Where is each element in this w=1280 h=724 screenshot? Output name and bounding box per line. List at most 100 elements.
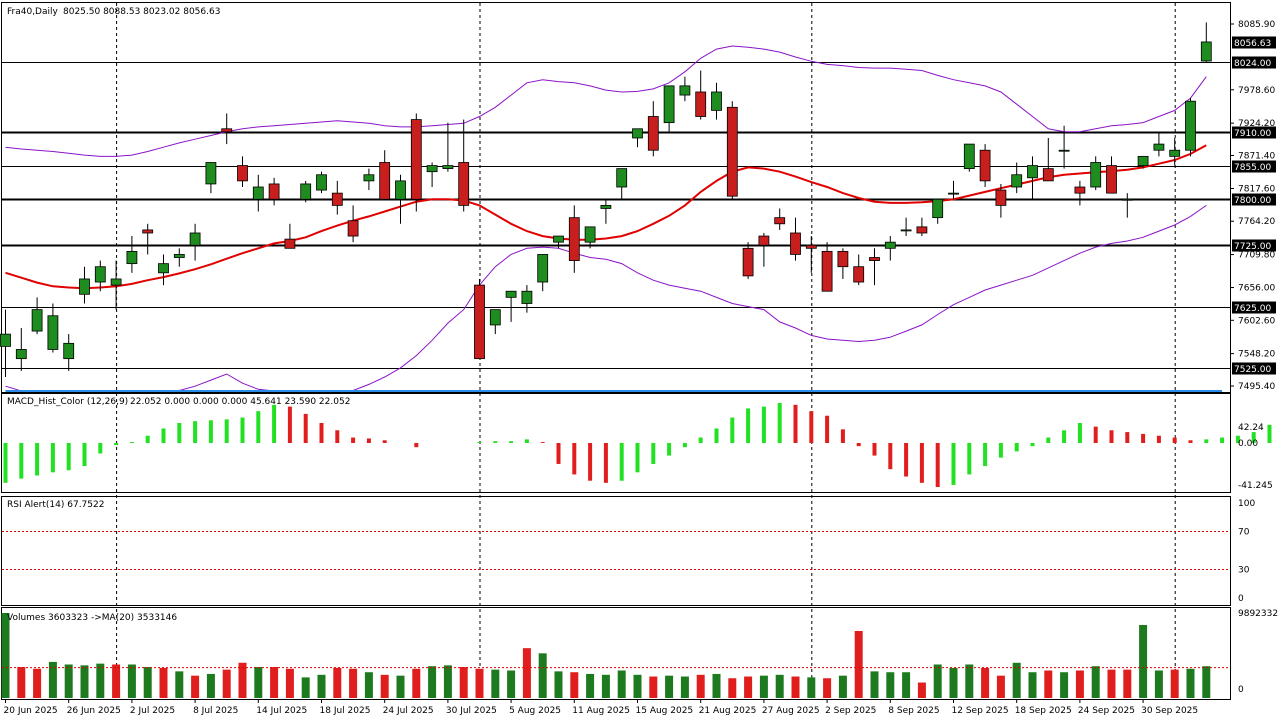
level-label: 7855.00 xyxy=(1234,163,1271,173)
candle xyxy=(711,91,722,111)
candle xyxy=(331,192,343,206)
candle xyxy=(79,278,90,295)
candle xyxy=(1106,165,1117,194)
time-tick-label: 30 Sep 2025 xyxy=(1141,706,1198,716)
time-tick-label: 11 Aug 2025 xyxy=(572,706,630,716)
volume-bar xyxy=(270,667,279,698)
candle xyxy=(774,217,786,225)
candle xyxy=(948,192,959,195)
volume-bar xyxy=(791,676,800,698)
volume-bar xyxy=(965,664,974,698)
candle xyxy=(347,220,359,237)
volume-bar xyxy=(143,667,152,698)
volume-bar xyxy=(364,672,373,698)
volume-bar xyxy=(33,668,42,698)
volume-bar xyxy=(491,669,500,698)
candle xyxy=(410,119,422,200)
candle xyxy=(521,290,533,304)
level-label-box xyxy=(1232,239,1276,252)
volume-bar xyxy=(617,670,626,698)
candle xyxy=(426,165,438,173)
candle xyxy=(616,168,628,188)
candle xyxy=(237,165,248,182)
volume-bar xyxy=(380,674,389,698)
candle xyxy=(189,232,201,246)
level-label: 7910.00 xyxy=(1234,129,1271,139)
candle xyxy=(790,232,801,255)
price-tick-label: 7817.60 xyxy=(1238,184,1275,194)
time-tick-label: 8 Sep 2025 xyxy=(888,706,939,716)
volume-bar xyxy=(570,672,579,698)
candle xyxy=(584,226,596,243)
candle xyxy=(979,149,991,182)
volume-bar xyxy=(475,668,484,698)
volume-bar xyxy=(1154,670,1163,698)
level-label: 7625.00 xyxy=(1234,304,1271,314)
candle xyxy=(173,254,185,258)
volume-bar xyxy=(538,653,547,698)
volume-bar xyxy=(238,662,247,698)
volume-bar xyxy=(17,667,26,698)
candle xyxy=(647,116,659,151)
volume-bar xyxy=(159,667,168,698)
candle xyxy=(995,189,1007,206)
bollinger-upper xyxy=(5,45,1207,157)
time-tick-label: 24 Sep 2025 xyxy=(1078,706,1135,716)
candle xyxy=(31,309,43,332)
candle xyxy=(142,229,154,234)
volume-bar xyxy=(728,678,737,698)
candle xyxy=(47,315,59,350)
volume-bar xyxy=(333,667,342,698)
volume-bar xyxy=(1012,662,1021,698)
level-label: 8024.00 xyxy=(1234,59,1271,69)
volume-bar xyxy=(64,664,73,698)
moving-average xyxy=(5,144,1207,290)
candle xyxy=(0,333,11,347)
volume-bar xyxy=(870,671,879,698)
time-tick-label: 20 Jun 2025 xyxy=(4,706,58,716)
candle xyxy=(1027,165,1038,179)
macd-values: 22.052 0.000 0.000 0.000 45.641 23.590 2… xyxy=(130,397,350,407)
candle xyxy=(553,235,564,243)
time-tick-label: 27 Aug 2025 xyxy=(762,706,820,716)
level-label-box xyxy=(1232,56,1276,69)
candle xyxy=(1137,155,1149,166)
time-tick-label: 26 Jun 2025 xyxy=(67,706,121,716)
rsi-tick-label: 30 xyxy=(1238,566,1250,576)
candle xyxy=(158,263,169,274)
candle xyxy=(94,266,106,283)
volume-bar xyxy=(1202,666,1211,698)
volume-tick-label: 0 xyxy=(1238,685,1244,695)
candle xyxy=(489,309,501,326)
level-label-box xyxy=(1232,301,1276,314)
volume-bar xyxy=(601,674,610,698)
volume-bar xyxy=(254,667,263,698)
volume-bar xyxy=(522,648,531,698)
current-price-box xyxy=(1232,36,1276,49)
candle xyxy=(205,162,217,185)
macd-histogram xyxy=(3,403,1272,487)
candle xyxy=(442,165,454,170)
volume-bar xyxy=(191,675,200,698)
volume-bar xyxy=(680,676,689,698)
price-tick-label: 7871.40 xyxy=(1238,151,1275,161)
volume-bar xyxy=(712,673,721,698)
volume-bar xyxy=(443,665,452,698)
volume-bar xyxy=(854,630,863,698)
candle xyxy=(537,254,549,283)
macd-tick-label: 42.24 xyxy=(1238,423,1264,433)
bollinger-bands xyxy=(5,45,1207,392)
candle xyxy=(932,198,944,219)
candle xyxy=(1011,174,1023,188)
volume-bar xyxy=(285,668,294,698)
volume-bar xyxy=(759,675,768,698)
candle xyxy=(1058,149,1070,152)
volume-bar xyxy=(1028,672,1037,698)
bollinger-lower xyxy=(5,204,1207,392)
price-tick-label: 7602.60 xyxy=(1238,316,1275,326)
volume-bar xyxy=(775,674,784,698)
volume-bar xyxy=(206,673,215,698)
level-label: 7725.00 xyxy=(1234,242,1271,252)
candle xyxy=(758,235,770,246)
candle xyxy=(284,238,296,249)
